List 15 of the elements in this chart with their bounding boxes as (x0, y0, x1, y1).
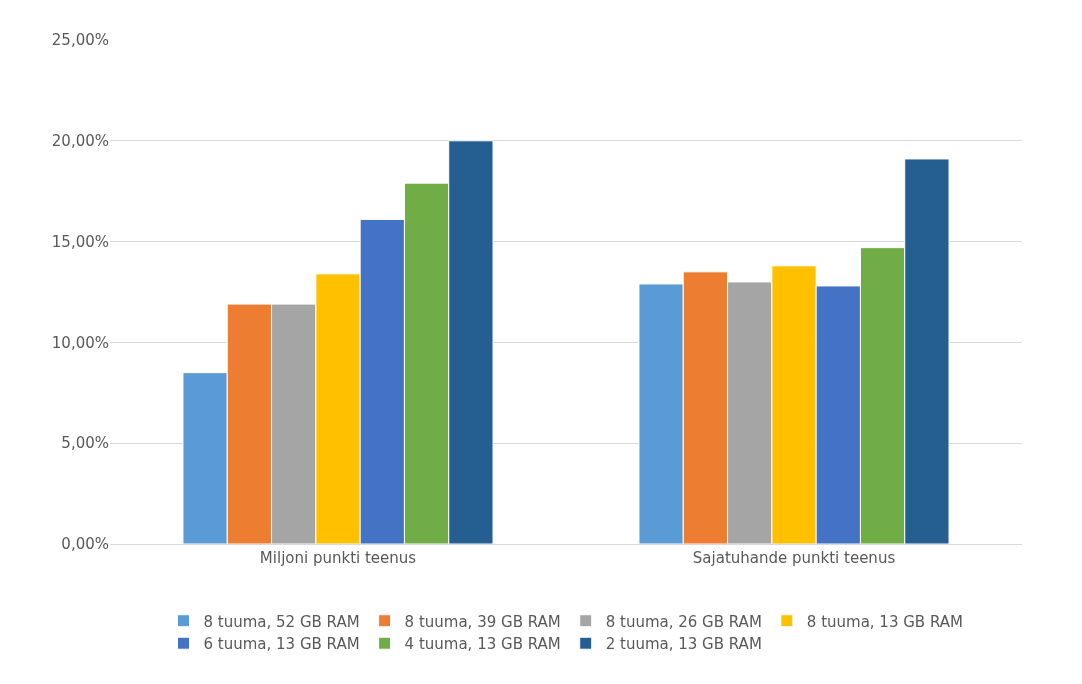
y-tick-label: 20,00% (51, 132, 109, 151)
y-tick-label: 25,00% (51, 31, 109, 50)
legend-label: 8 tuuma, 26 GB RAM (605, 612, 762, 631)
x-tick-label: Sajatuhande punkti teenus (692, 549, 896, 567)
legend-label: 2 tuuma, 13 GB RAM (605, 635, 762, 654)
y-tick-label: 5,00% (61, 434, 109, 453)
x-tick-label: Miljoni punkti teenus (259, 549, 417, 567)
legend-label: 8 tuuma, 39 GB RAM (404, 612, 561, 631)
y-tick-label: 10,00% (51, 333, 109, 352)
y-tick-label: 15,00% (51, 232, 109, 251)
y-tick-label: 0,00% (61, 535, 109, 554)
legend-label: 8 tuuma, 13 GB RAM (806, 612, 963, 631)
legend-label: 4 tuuma, 13 GB RAM (404, 635, 561, 654)
legend-label: 6 tuuma, 13 GB RAM (203, 635, 360, 654)
legend-label: 8 tuuma, 52 GB RAM (203, 612, 360, 631)
